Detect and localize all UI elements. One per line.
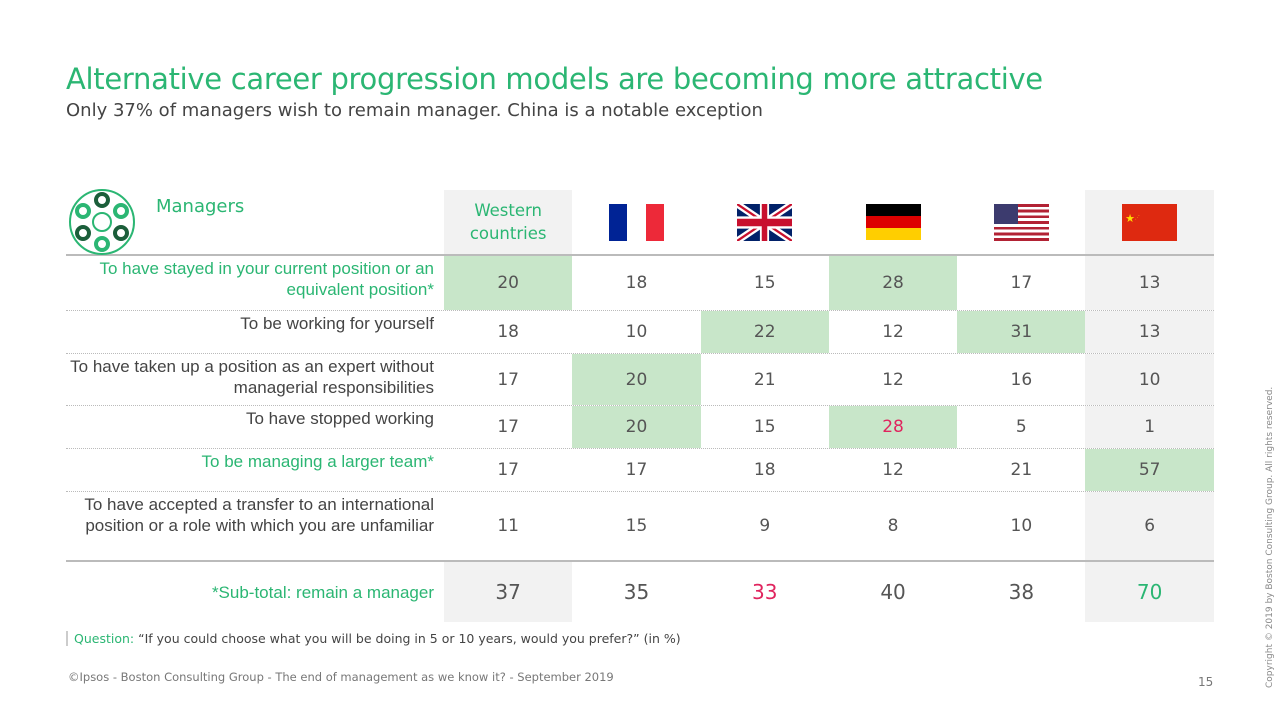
table-cell: 20 bbox=[572, 406, 701, 448]
table-cell: 10 bbox=[1085, 354, 1214, 405]
question-note: Question: “If you could choose what you … bbox=[66, 631, 681, 646]
table-cell: 6 bbox=[1085, 492, 1214, 560]
copyright-notice: Copyright © 2019 by Boston Consulting Gr… bbox=[1265, 386, 1275, 688]
page-number: 15 bbox=[1198, 675, 1214, 689]
column-header-uk bbox=[701, 190, 829, 254]
question-text: “If you could choose what you will be do… bbox=[138, 631, 681, 646]
slide-subtitle: Only 37% of managers wish to remain mana… bbox=[66, 100, 763, 121]
subtotal-cell: 38 bbox=[1008, 580, 1035, 604]
table-cell: 13 bbox=[1085, 256, 1214, 310]
table-cell: 13 bbox=[1085, 311, 1214, 353]
table-row: To have taken up a position as an expert… bbox=[66, 354, 1214, 406]
subtotal-cell: 70 bbox=[1085, 562, 1214, 622]
subtotal-row: *Sub-total: remain a manager 37 35 33 40… bbox=[66, 562, 1214, 622]
managers-network-icon bbox=[69, 189, 135, 255]
table-cell: 12 bbox=[882, 369, 904, 390]
table-cell: 17 bbox=[497, 460, 519, 480]
table-cell: 9 bbox=[759, 516, 771, 536]
table-cell: 5 bbox=[1015, 417, 1027, 437]
table-cell: 18 bbox=[625, 273, 648, 293]
table-row: To have accepted a transfer to an intern… bbox=[66, 492, 1214, 562]
subtotal-label: *Sub-total: remain a manager bbox=[211, 582, 434, 602]
subtotal-cell: 35 bbox=[623, 580, 650, 604]
table-cell: 21 bbox=[1010, 460, 1033, 480]
table-row: To have stopped working 17 20 15 28 5 1 bbox=[66, 406, 1214, 449]
row-label: To have stopped working bbox=[245, 409, 434, 428]
table-row: To have stayed in your current position … bbox=[66, 256, 1214, 311]
column-header-france bbox=[572, 190, 700, 254]
table-cell: 1 bbox=[1085, 406, 1214, 448]
data-table: Managers Western countries ★ ⋰ To have st… bbox=[66, 189, 1214, 622]
table-cell: 28 bbox=[828, 256, 958, 310]
table-cell: 17 bbox=[625, 460, 648, 480]
table-cell: 17 bbox=[1010, 273, 1033, 293]
subtotal-cell: 40 bbox=[880, 580, 906, 604]
row-label: To have accepted a transfer to an intern… bbox=[84, 495, 434, 535]
table-cell: 31 bbox=[957, 311, 1086, 353]
table-cell: 10 bbox=[625, 322, 648, 342]
header-row: Managers Western countries ★ ⋰ bbox=[66, 189, 1214, 256]
table-cell: 8 bbox=[887, 516, 899, 536]
column-header-germany bbox=[829, 190, 957, 254]
table-cell: 57 bbox=[1085, 449, 1214, 491]
row-label: To be managing a larger team* bbox=[201, 452, 434, 471]
table-cell: 18 bbox=[753, 460, 776, 480]
column-header-usa bbox=[957, 190, 1085, 254]
table-cell: 16 bbox=[1010, 369, 1033, 390]
table-cell: 11 bbox=[497, 516, 519, 536]
table-cell: 15 bbox=[753, 417, 776, 437]
question-label: Question: bbox=[74, 631, 135, 646]
china-flag-icon: ★ ⋰ bbox=[1122, 203, 1178, 241]
table-cell: 28 bbox=[828, 406, 958, 448]
table-cell: 12 bbox=[882, 322, 904, 342]
row-label: To have stayed in your current position … bbox=[99, 259, 434, 299]
table-row: To be working for yourself 18 10 22 12 31 13 bbox=[66, 311, 1214, 354]
table-cell: 17 bbox=[497, 417, 519, 437]
column-header-china: ★ ⋰ bbox=[1085, 190, 1214, 254]
slide-title: Alternative career progression models ar… bbox=[66, 62, 1043, 96]
table-cell: 15 bbox=[625, 516, 648, 536]
uk-flag-icon bbox=[737, 203, 793, 241]
row-label: To be working for yourself bbox=[240, 314, 434, 333]
table-cell: 20 bbox=[444, 256, 573, 310]
usa-flag-icon bbox=[993, 203, 1049, 241]
table-cell: 22 bbox=[700, 311, 829, 353]
footer-source: ©Ipsos - Boston Consulting Group - The e… bbox=[68, 670, 614, 684]
table-cell: 12 bbox=[882, 460, 904, 480]
table-cell: 20 bbox=[572, 354, 701, 405]
table-cell: 15 bbox=[753, 273, 776, 293]
column-header-western: Western countries bbox=[444, 190, 573, 254]
france-flag-icon bbox=[608, 203, 664, 241]
subtotal-cell: 37 bbox=[444, 562, 573, 622]
table-row: To be managing a larger team* 17 17 18 12 21 5… bbox=[66, 449, 1214, 492]
table-cell: 21 bbox=[753, 369, 776, 390]
table-cell: 10 bbox=[1010, 516, 1033, 536]
row-label: To have taken up a position as an expert… bbox=[70, 357, 434, 397]
subtotal-cell: 33 bbox=[752, 580, 778, 604]
table-cell: 17 bbox=[497, 369, 519, 390]
germany-flag-icon bbox=[865, 203, 921, 241]
table-cell: 18 bbox=[497, 322, 519, 342]
segment-label: Managers bbox=[156, 196, 245, 217]
